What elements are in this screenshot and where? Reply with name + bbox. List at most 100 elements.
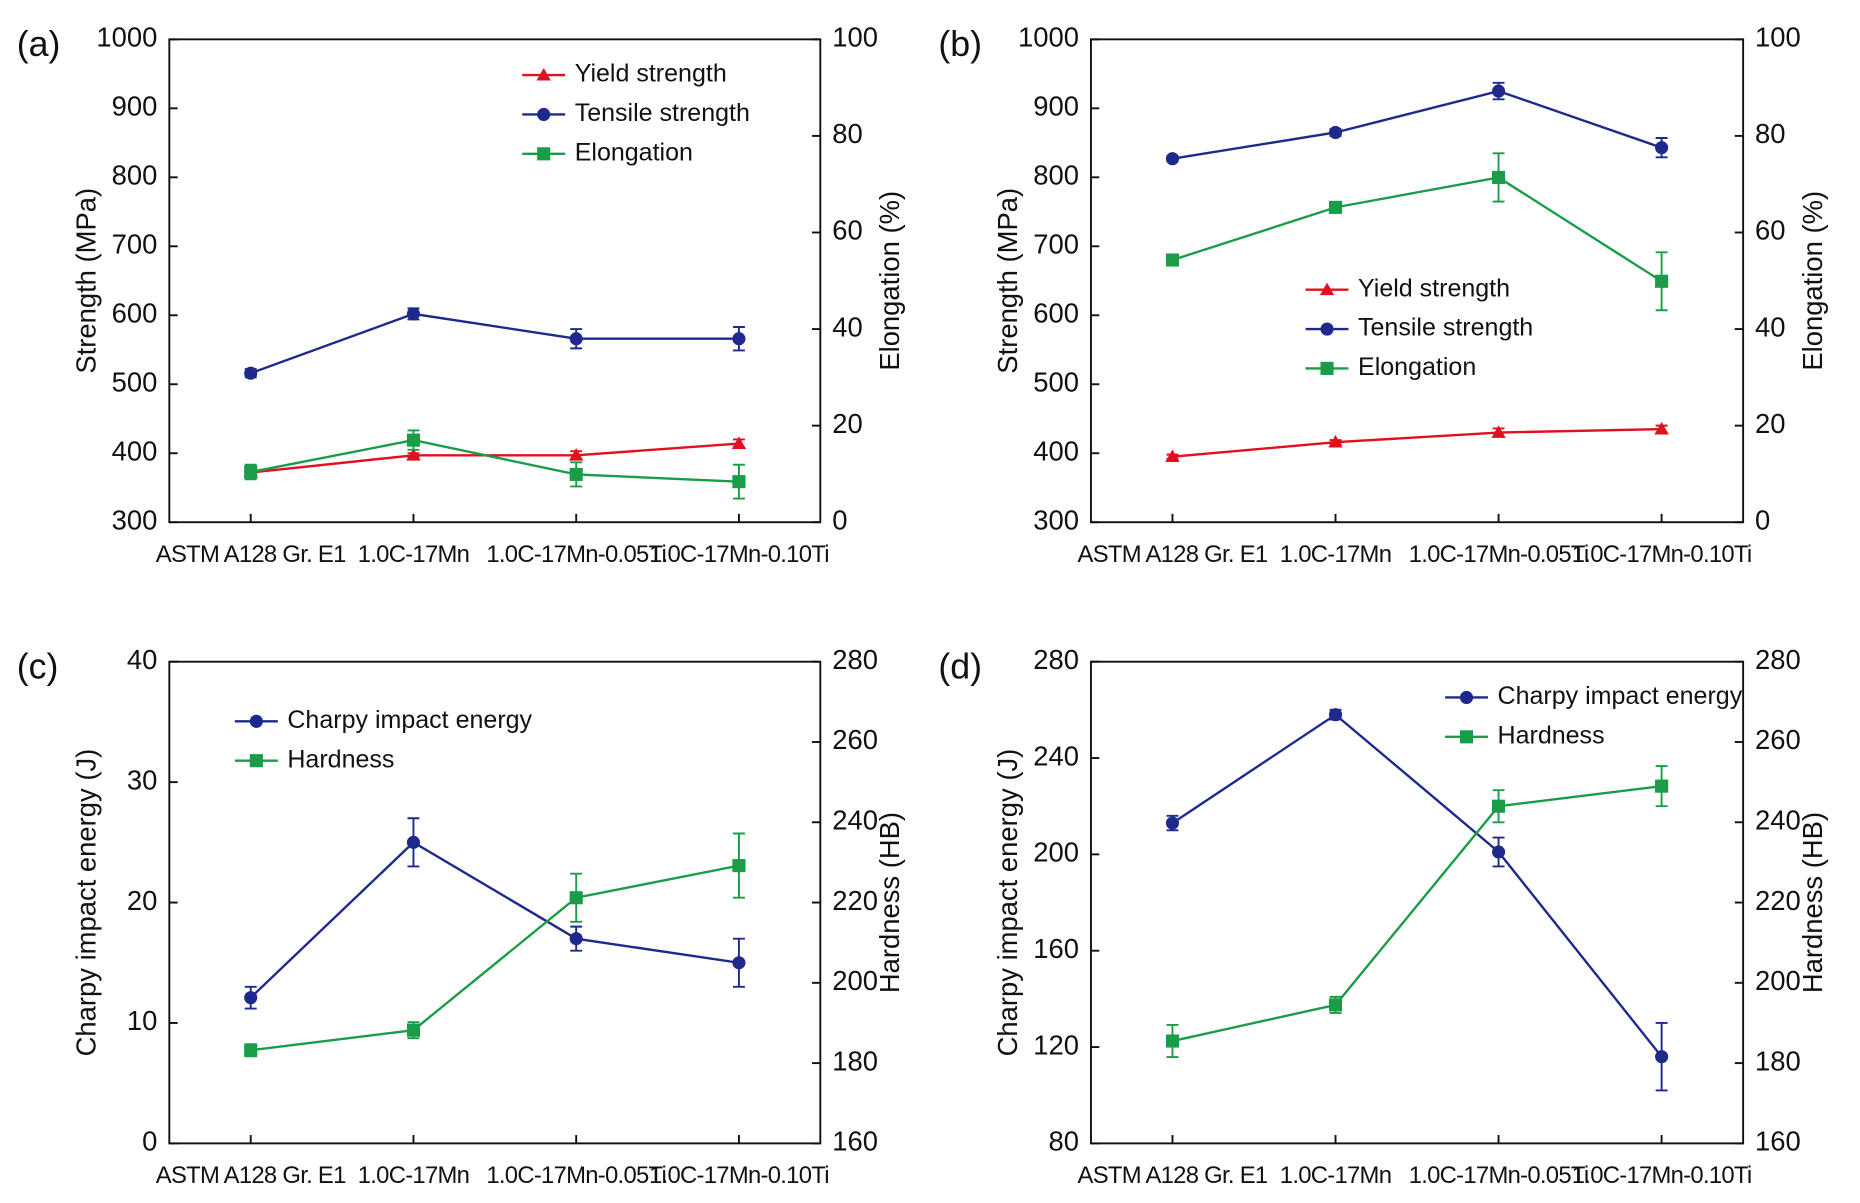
marker-square (569, 891, 583, 905)
y2-tick-label: 40 (832, 311, 862, 342)
marker-square (1492, 170, 1506, 185)
y2-tick-label: 200 (1755, 965, 1801, 996)
x-tick-label: ASTM A128 Gr. E1 (156, 1162, 346, 1189)
y-tick-label: 900 (112, 91, 158, 122)
panel-label: (b) (938, 24, 982, 64)
y-tick-label: 0 (142, 1126, 157, 1157)
x-tick-label: ASTM A128 Gr. E1 (1078, 541, 1268, 568)
legend-label: Elongation (1358, 353, 1476, 381)
marker-square (406, 1023, 421, 1037)
legend-label: Yield strength (575, 60, 727, 88)
legend-label: Charpy impact energy (1498, 682, 1743, 710)
y2-tick-label: 280 (1755, 644, 1801, 675)
marker-circle (406, 307, 421, 321)
marker-square (732, 859, 746, 873)
y2-tick-label: 260 (832, 724, 878, 755)
y2-tick-label: 20 (1755, 408, 1785, 439)
y2-tick-label: 100 (1755, 22, 1801, 53)
y-tick-label: 800 (1033, 160, 1079, 191)
y2-tick-label: 0 (832, 504, 847, 535)
x-tick-label: 1.0C-17Mn (358, 1162, 469, 1189)
y-axis-label: Strength (MPa) (992, 188, 1023, 374)
y-tick-label: 280 (1033, 644, 1079, 675)
marker-square (1655, 274, 1669, 288)
y-tick-label: 1000 (1018, 22, 1079, 53)
marker-circle (1165, 152, 1180, 166)
legend-label: Hardness (1498, 721, 1605, 749)
marker-circle (569, 332, 583, 346)
y2-tick-label: 100 (832, 22, 878, 53)
plot-frame (1090, 38, 1745, 524)
marker-circle (1492, 84, 1506, 98)
x-tick-label: 1.0C-17Mn-0.05Ti (1409, 541, 1589, 568)
series-line (250, 438, 739, 483)
y-axis-label: Charpy impact energy (J) (992, 749, 1023, 1057)
marker-triangle (731, 436, 747, 449)
marker-circle (1320, 322, 1334, 336)
y2-tick-label: 260 (1755, 724, 1801, 755)
x-tick-label: 1.0C-17Mn (1280, 541, 1391, 568)
y-tick-label: 400 (1033, 435, 1079, 466)
series-line (1172, 176, 1663, 283)
y2-tick-label: 60 (832, 215, 862, 246)
series-line (250, 312, 739, 375)
y-tick-label: 500 (1033, 367, 1079, 398)
series-line (1171, 713, 1663, 1058)
plot-frame (1090, 660, 1745, 1145)
marker-circle (249, 714, 263, 728)
y2-tick-label: 220 (1755, 885, 1801, 916)
marker-triangle (1491, 425, 1506, 438)
marker-circle (1328, 125, 1343, 140)
y-tick-label: 20 (127, 885, 157, 916)
y2-tick-label: 220 (832, 885, 878, 916)
marker-square (537, 147, 551, 161)
panel-label: (d) (938, 646, 982, 686)
marker-circle (244, 991, 258, 1005)
y2-tick-label: 240 (832, 805, 878, 836)
series-line (1172, 427, 1662, 458)
legend-label: Charpy impact energy (287, 706, 532, 734)
y-tick-label: 800 (112, 160, 158, 191)
marker-circle (1165, 816, 1180, 830)
marker-circle (1492, 845, 1506, 859)
marker-circle (1328, 708, 1343, 722)
marker-triangle (1328, 435, 1343, 448)
y-tick-label: 120 (1033, 1029, 1079, 1060)
y-tick-label: 600 (1033, 298, 1079, 329)
x-tick-label: 1.0C-17Mn (358, 541, 469, 568)
y2-tick-label: 180 (1755, 1045, 1801, 1076)
panel-label: (c) (17, 646, 59, 686)
series-line (1172, 784, 1662, 1043)
y-tick-label: 900 (1033, 91, 1079, 122)
marker-square (1328, 998, 1343, 1012)
marker-square (1492, 799, 1506, 813)
y-tick-label: 700 (1033, 229, 1079, 260)
y-tick-label: 10 (127, 1005, 157, 1036)
marker-circle (569, 932, 583, 946)
y2-tick-label: 200 (832, 965, 878, 996)
marker-circle (732, 332, 746, 346)
legend-label: Hardness (287, 745, 394, 773)
plot-frame (168, 660, 822, 1145)
y-tick-label: 300 (1033, 504, 1079, 535)
marker-circle (1459, 690, 1474, 705)
marker-square (1165, 253, 1180, 267)
marker-triangle (569, 448, 584, 461)
marker-triangle (1654, 421, 1669, 435)
plot-frame (168, 38, 822, 524)
marker-circle (537, 107, 551, 122)
marker-square (244, 1043, 258, 1057)
marker-square (732, 475, 746, 489)
marker-triangle (536, 67, 551, 81)
x-tick-label: 1.0C-17Mn (1280, 1162, 1391, 1189)
marker-square (1655, 779, 1669, 793)
marker-triangle (1165, 449, 1180, 463)
y-axis-label: Charpy impact energy (J) (71, 749, 102, 1057)
y2-tick-label: 60 (1755, 215, 1785, 246)
y2-axis-label: Hardness (HB) (874, 812, 905, 993)
legend-label: Tensile strength (575, 99, 750, 127)
marker-square (1320, 361, 1334, 375)
marker-square (244, 465, 258, 479)
y2-tick-label: 40 (1755, 311, 1785, 342)
